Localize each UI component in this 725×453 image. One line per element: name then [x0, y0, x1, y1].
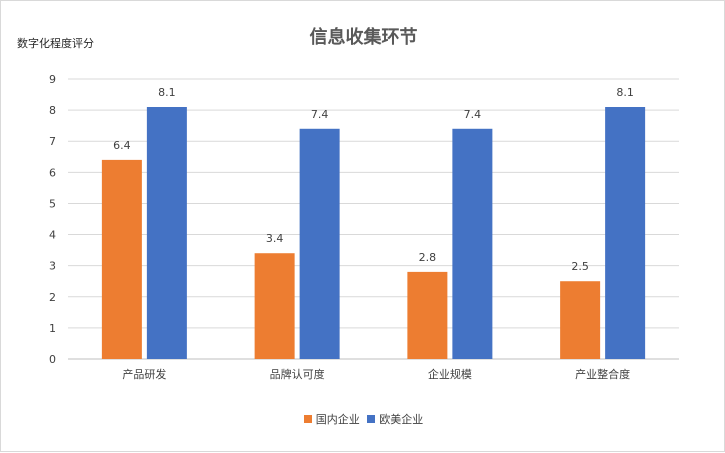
bar: [605, 107, 646, 359]
y-tick-label: 8: [49, 104, 56, 117]
data-label: 6.4: [113, 139, 131, 152]
y-tick-label: 4: [49, 229, 56, 242]
bar: [407, 271, 448, 359]
x-tick-label: 产业整合度: [575, 367, 630, 381]
data-label: 7.4: [464, 108, 482, 121]
bar: [452, 128, 493, 359]
y-tick-label: 9: [49, 73, 56, 86]
bar: [299, 128, 340, 359]
data-label: 2.8: [419, 251, 437, 264]
bar: [560, 281, 601, 359]
x-tick-label: 产品研发: [122, 367, 166, 381]
y-tick-label: 6: [49, 166, 56, 179]
y-tick-label: 3: [49, 260, 56, 273]
data-label: 7.4: [311, 108, 329, 121]
legend-label-series-1: 国内企业: [315, 413, 360, 426]
bar: [254, 253, 295, 359]
legend-item-series-2: 欧美企业: [367, 411, 423, 427]
legend-swatch-series-1: [303, 415, 312, 423]
bar: [146, 107, 187, 359]
y-tick-label: 7: [49, 135, 56, 148]
y-axis-label: 数字化程度评分: [17, 37, 94, 50]
y-tick-label: 5: [49, 197, 56, 210]
bar: [101, 159, 142, 359]
data-label: 8.1: [616, 86, 634, 99]
legend-label-series-2: 欧美企业: [379, 413, 424, 426]
y-tick-label: 0: [49, 353, 56, 366]
legend: 国内企业 欧美企业: [1, 411, 725, 427]
chart-title: 信息收集环节: [309, 27, 418, 48]
y-tick-label: 2: [49, 291, 56, 304]
x-tick-label: 品牌认可度: [270, 367, 325, 381]
x-tick-label: 企业规模: [428, 367, 472, 381]
data-label: 2.5: [571, 260, 589, 273]
data-label: 3.4: [266, 232, 284, 245]
y-tick-label: 1: [49, 322, 56, 335]
legend-item-series-1: 国内企业: [303, 411, 360, 427]
legend-swatch-series-2: [367, 415, 376, 423]
data-label: 8.1: [158, 86, 176, 99]
